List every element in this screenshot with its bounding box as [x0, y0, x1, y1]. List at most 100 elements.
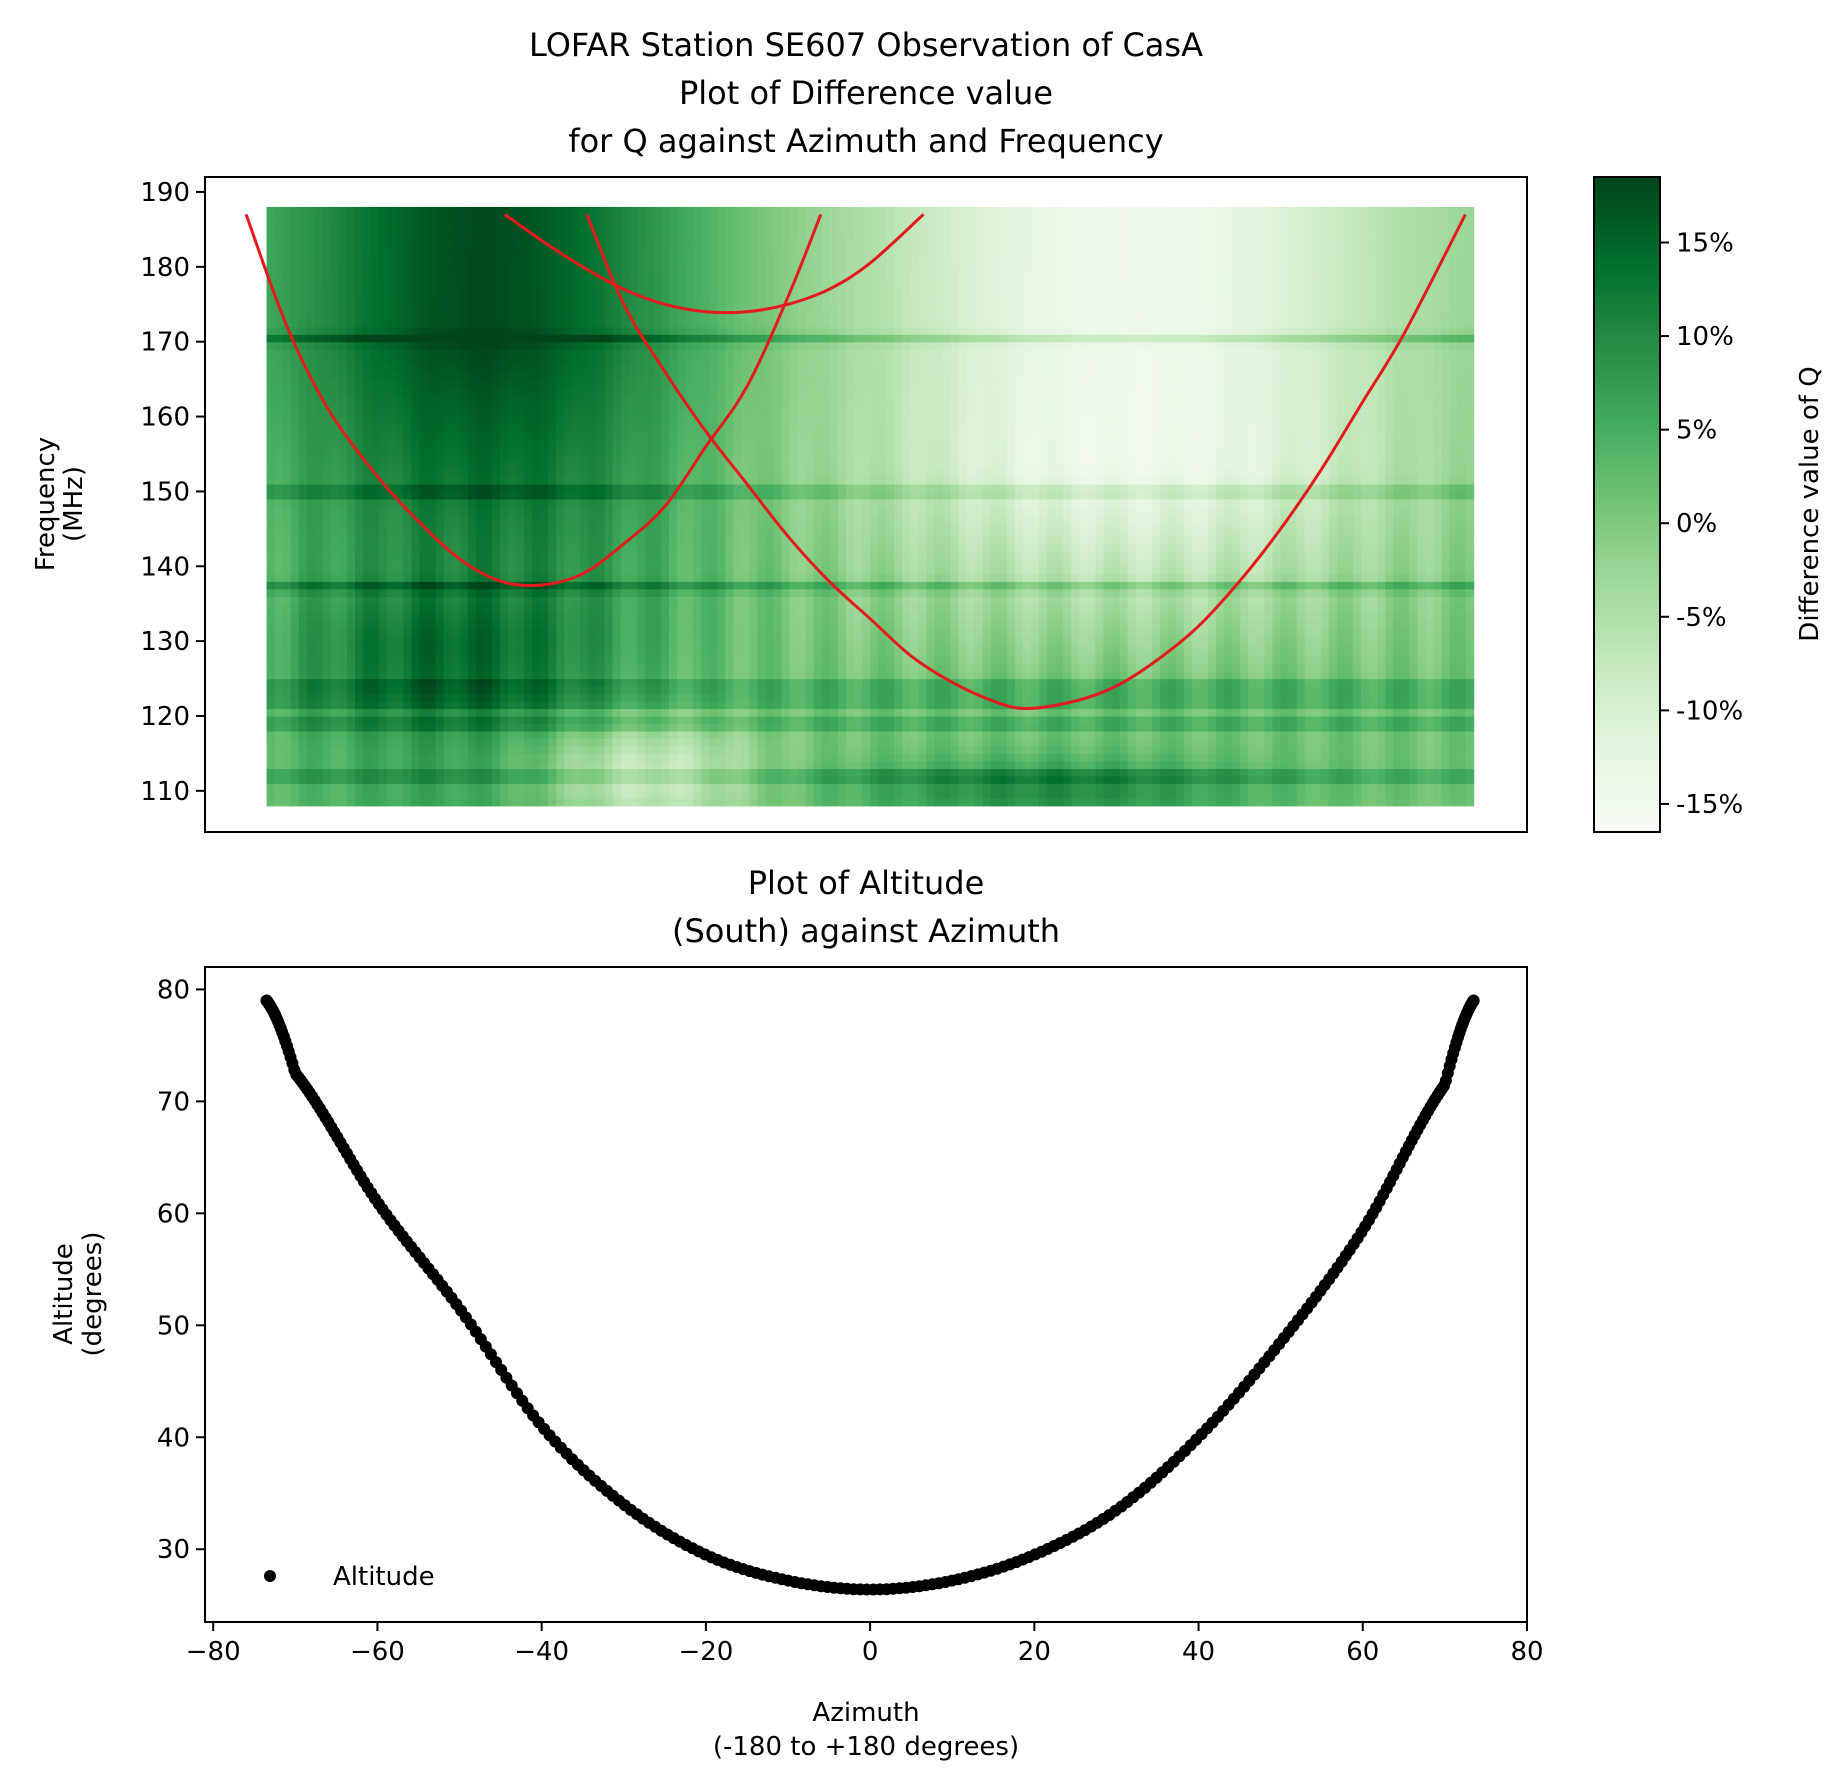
heatmap-cell [1200, 701, 1209, 710]
heatmap-cell [878, 618, 887, 627]
heatmap-cell [371, 760, 380, 769]
heatmap-cell [644, 596, 654, 605]
heatmap-cell [322, 723, 332, 732]
heatmap-cell [347, 573, 356, 582]
heatmap-cell [1135, 730, 1145, 740]
heatmap-cell [1039, 588, 1048, 597]
heatmap-cell [467, 775, 477, 784]
heatmap-cell [1377, 603, 1386, 612]
heatmap-cell [1232, 775, 1241, 784]
heatmap-cell [1191, 641, 1201, 650]
heatmap-cell [676, 738, 686, 747]
heatmap-cell [1055, 760, 1064, 769]
heatmap-cell [741, 790, 750, 799]
heatmap-cell [990, 701, 1000, 710]
heatmap-cell [894, 738, 903, 747]
heatmap-cell [483, 588, 493, 597]
heatmap-cell [580, 738, 590, 747]
heatmap-cell [1336, 603, 1346, 612]
heatmap-cell [475, 671, 485, 680]
heatmap-cell [491, 581, 501, 590]
heatmap-cell [1417, 573, 1426, 582]
heatmap-cell [282, 551, 292, 560]
heatmap-cell [1055, 730, 1064, 740]
heatmap-cell [1417, 708, 1426, 717]
heatmap-cell [435, 588, 445, 597]
heatmap-cell [862, 566, 871, 575]
heatmap-cell [1425, 775, 1434, 784]
heatmap-cell [540, 730, 549, 740]
heatmap-cell [676, 715, 686, 725]
heatmap-cell [1296, 730, 1306, 740]
heatmap-cell [845, 730, 855, 740]
heatmap-cell [427, 708, 437, 717]
heatmap-cell [910, 581, 919, 590]
heatmap-cell [1320, 626, 1330, 635]
heatmap-cell [596, 745, 606, 754]
heatmap-cell [427, 723, 437, 732]
heatmap-cell [395, 618, 404, 627]
heatmap-cell [1256, 618, 1266, 627]
heatmap-cell [765, 693, 775, 702]
heatmap-cell [870, 798, 879, 807]
heatmap-cell [443, 723, 453, 732]
heatmap-cell [1183, 753, 1193, 762]
heatmap-cell [1014, 753, 1024, 762]
heatmap-cell [926, 566, 936, 575]
heatmap-cell [741, 558, 750, 567]
heatmap-cell [701, 596, 710, 605]
heatmap-cell [1240, 693, 1249, 702]
heatmap-cell [1119, 656, 1129, 665]
heatmap-cell [411, 686, 421, 695]
heatmap-cell [862, 798, 871, 807]
heatmap-cell [266, 768, 276, 777]
heatmap-cell [1304, 671, 1314, 680]
heatmap-cell [298, 768, 308, 777]
heatmap-cell [1151, 686, 1161, 695]
heatmap-cell [298, 641, 308, 650]
heatmap-cell [548, 798, 557, 807]
heatmap-cell [837, 558, 847, 567]
heatmap-cell [322, 626, 332, 635]
heatmap-cell [604, 558, 614, 567]
heatmap-cell [1360, 775, 1370, 784]
heatmap-cell [765, 611, 775, 620]
heatmap-cell [1167, 558, 1177, 567]
heatmap-cell [1095, 775, 1105, 784]
heatmap-cell [524, 671, 533, 680]
heatmap-cell [1320, 566, 1330, 575]
heatmap-cell [1063, 723, 1072, 732]
heatmap-cell [1401, 611, 1410, 620]
heatmap-cell [934, 678, 944, 687]
heatmap-cell [918, 686, 928, 695]
heatmap-cell [950, 753, 960, 762]
heatmap-cell [1360, 566, 1370, 575]
heatmap-cell [886, 730, 895, 740]
heatmap-cell [1208, 715, 1217, 725]
heatmap-cell [1288, 663, 1298, 672]
heatmap-cell [958, 611, 968, 620]
heatmap-cell [427, 558, 437, 567]
heatmap-cell [878, 678, 887, 687]
heatmap-cell [524, 693, 533, 702]
heatmap-cell [821, 678, 831, 687]
heatmap-cell [757, 663, 767, 672]
heatmap-cell [717, 648, 726, 657]
heatmap-cell [813, 603, 823, 612]
heatmap-cell [274, 745, 284, 754]
heatmap-cell [1441, 671, 1451, 680]
heatmap-cell [1328, 671, 1338, 680]
heatmap-cell [274, 708, 284, 717]
heatmap-cell [620, 701, 630, 710]
heatmap-cell [1063, 641, 1072, 650]
top-title-line-2: Plot of Difference value [679, 74, 1053, 112]
heatmap-cell [628, 760, 638, 769]
heatmap-cell [765, 573, 775, 582]
heatmap-cell [564, 715, 573, 725]
heatmap-cell [330, 558, 340, 567]
heatmap-cell [1449, 686, 1459, 695]
heatmap-cell [1449, 573, 1459, 582]
heatmap-cell [475, 596, 485, 605]
heatmap-cell [1063, 581, 1072, 590]
heatmap-cell [1119, 708, 1129, 717]
